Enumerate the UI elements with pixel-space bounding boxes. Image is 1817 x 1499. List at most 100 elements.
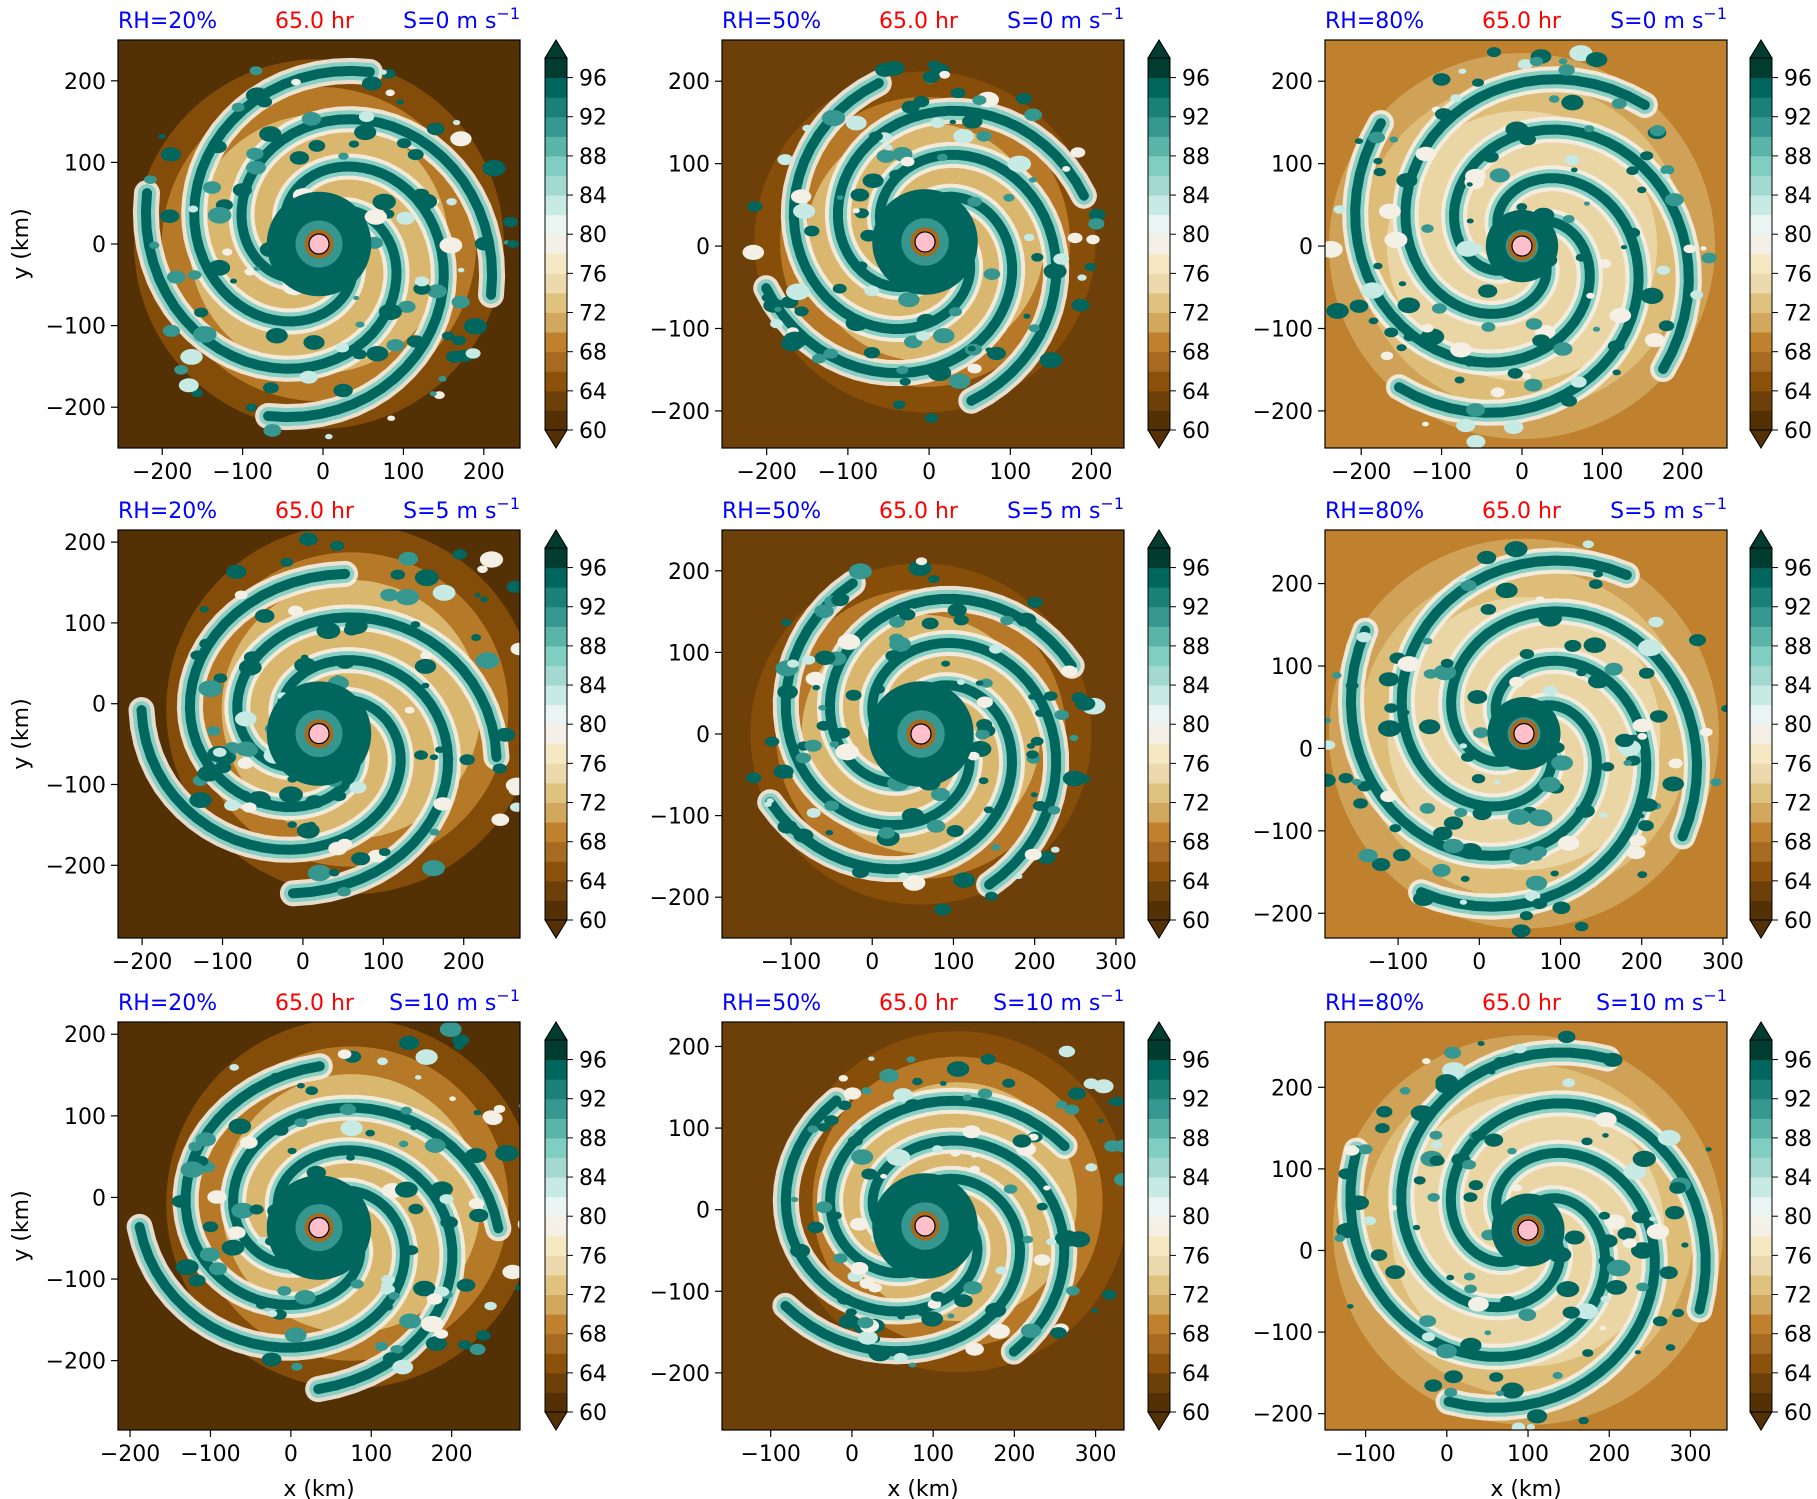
colorbar-tick-label: 60	[1784, 909, 1812, 934]
convective-cell	[1631, 1242, 1655, 1259]
convective-cell	[246, 160, 266, 175]
convective-cell	[851, 1149, 874, 1165]
panel-6: −100 0 100 200 300 −200 −100 0 100 200 RH=80% 65.0 …	[1253, 494, 1812, 975]
convective-cell	[439, 237, 463, 254]
colorbar: 60 64 68 72 76 80 84 88 92 96	[544, 39, 607, 449]
x-tick-label: 300	[1702, 950, 1744, 975]
convective-cell	[338, 152, 349, 160]
colorbar-segment	[1148, 1372, 1170, 1393]
convective-cell	[468, 1198, 485, 1209]
colorbar-segment	[545, 1372, 567, 1393]
convective-cell	[198, 680, 223, 697]
convective-cell	[1375, 1123, 1390, 1134]
convective-cell	[396, 211, 415, 225]
colorbar-segment	[545, 1314, 567, 1335]
x-tick-label: 200	[993, 1442, 1035, 1467]
y-tick-label: −100	[1253, 317, 1313, 342]
convective-cell	[947, 1313, 955, 1319]
colorbar-extend-max	[1749, 529, 1773, 549]
colorbar-frame	[1749, 1039, 1773, 1413]
colorbar-frame	[1749, 57, 1773, 431]
convective-cell	[452, 549, 468, 560]
convective-cell	[1084, 262, 1097, 272]
convective-cell	[1000, 615, 1014, 626]
x-tick-label: 0	[845, 1442, 859, 1467]
convective-cell	[396, 99, 404, 105]
colorbar-segment	[1148, 1294, 1170, 1315]
convective-cell	[178, 378, 199, 393]
convective-cell	[1507, 368, 1523, 379]
x-tick-label: 100	[350, 1442, 392, 1467]
convective-cell	[830, 1211, 842, 1220]
colorbar-segment	[545, 273, 567, 294]
convective-cell	[390, 569, 406, 580]
convective-cell	[878, 827, 895, 839]
convective-cell	[495, 1145, 519, 1162]
convective-cell	[1656, 265, 1671, 275]
rainband-core	[1350, 118, 1595, 368]
convective-cell	[459, 754, 475, 766]
convective-cell	[1325, 740, 1336, 750]
shear-title: S=5 m s−1	[1610, 494, 1727, 524]
colorbar-extend-min	[1749, 1411, 1773, 1431]
convective-cell	[1632, 1150, 1656, 1167]
y-tick-label: 200	[64, 1023, 106, 1048]
convective-cell	[1519, 649, 1535, 659]
convective-cell	[1458, 68, 1467, 74]
convective-cell	[1548, 95, 1560, 103]
convective-cell	[1631, 1211, 1650, 1224]
shear-title: S=5 m s−1	[403, 494, 520, 524]
convective-cell	[265, 328, 288, 344]
convective-cell	[850, 1262, 869, 1275]
colorbar-segment	[1148, 1274, 1170, 1296]
convective-cell	[387, 415, 396, 421]
convective-cell	[1638, 667, 1655, 679]
convective-cell	[1436, 1343, 1457, 1359]
convective-cell	[1429, 1130, 1443, 1140]
colorbar-tick-label: 84	[1784, 674, 1812, 699]
colorbar-segment	[1750, 1392, 1772, 1413]
convective-cell	[453, 1042, 464, 1050]
colorbar-segment	[1750, 587, 1772, 608]
convective-cell	[408, 1203, 424, 1215]
convective-cell	[1552, 901, 1571, 915]
convective-cell	[502, 1264, 520, 1280]
shear-title: S=5 m s−1	[1007, 494, 1124, 524]
convective-cell	[1055, 1100, 1068, 1109]
colorbar-segment	[545, 1216, 567, 1237]
convective-cell	[1331, 672, 1342, 679]
panel-8: −100 0 100 200 300 −200 −100 0 100 200 x (km) RH=50…	[650, 986, 1210, 1499]
colorbar-segment	[545, 195, 567, 216]
convective-cell	[845, 115, 867, 131]
convective-cell	[1030, 792, 1038, 798]
x-tick-label: 0	[1472, 950, 1486, 975]
x-tick-label: 200	[443, 950, 485, 975]
convective-cell	[522, 1239, 531, 1245]
colorbar-segment	[545, 1235, 567, 1256]
convective-cell	[414, 1075, 422, 1080]
rainband-core	[1400, 74, 1650, 319]
colorbar-tick-label: 96	[1784, 557, 1812, 582]
convective-cell	[239, 743, 258, 757]
convective-cell	[1513, 1043, 1527, 1054]
convective-cell	[1588, 673, 1609, 689]
colorbar-segment	[545, 567, 567, 588]
colorbar-segment	[1148, 1314, 1170, 1335]
convective-cell	[976, 131, 992, 142]
colorbar: 60 64 68 72 76 80 84 88 92 96	[544, 1021, 607, 1431]
colorbar-tick-label: 68	[1784, 341, 1812, 366]
y-tick-label: −100	[46, 1268, 106, 1293]
convective-cell	[1488, 1069, 1496, 1075]
convective-cell	[886, 1149, 911, 1166]
x-tick-label: −100	[212, 460, 272, 485]
convective-cell	[1110, 1096, 1124, 1107]
convective-cell	[825, 829, 834, 836]
convective-cell	[1575, 1303, 1598, 1320]
colorbar-segment	[1148, 1333, 1170, 1354]
convective-cell	[854, 261, 868, 271]
colorbar-tick-label: 60	[579, 419, 607, 444]
convective-cell	[230, 278, 237, 284]
convective-cell	[495, 727, 516, 742]
convective-cell	[1035, 709, 1046, 717]
convective-cell	[932, 328, 955, 344]
